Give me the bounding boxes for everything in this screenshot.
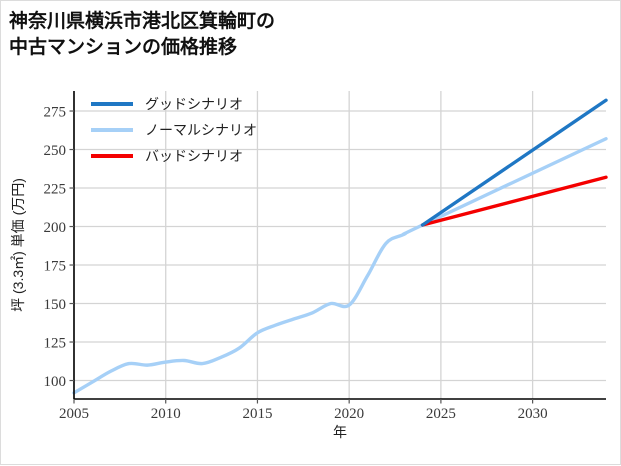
y-tick-label: 100 [44, 374, 67, 390]
x-tick-label: 2030 [518, 406, 548, 422]
y-tick-label: 275 [44, 105, 67, 121]
series-line-normal [72, 137, 608, 395]
grid-lines [73, 91, 606, 399]
x-axis-tick-labels: 2005 2010 2015 2020 2025 2030 [59, 406, 548, 422]
page-title: 神奈川県横浜市港北区箕輪町の 中古マンションの価格推移 [9, 11, 276, 58]
legend-label-2: バッドシナリオ [145, 148, 243, 164]
x-tick-label: 2010 [151, 406, 181, 422]
x-tick-label: 2025 [426, 406, 456, 422]
y-tick-label: 175 [44, 259, 67, 275]
legend-label-0: グッドシナリオ [145, 96, 243, 112]
y-axis-tick-labels: 100 125 150 175 200 225 250 275 [44, 105, 67, 390]
legend-label-1: ノーマルシナリオ [145, 122, 257, 138]
y-tick-label: 225 [44, 182, 67, 198]
x-tick-label: 2005 [59, 406, 89, 422]
x-axis-title: 年 [333, 424, 347, 440]
x-tick-label: 2020 [334, 406, 364, 422]
y-axis-title: 坪 (3.3㎡) 単価 (万円) [10, 178, 26, 312]
series-lines [72, 98, 608, 395]
y-tick-label: 200 [44, 220, 67, 236]
y-tick-label: 250 [44, 143, 67, 159]
series-line-good [420, 98, 608, 227]
axis-tick-marks [69, 110, 534, 404]
axis-frame [73, 91, 606, 400]
y-tick-label: 150 [44, 297, 67, 313]
series-line-bad [420, 175, 608, 227]
y-tick-label: 125 [44, 336, 67, 352]
x-tick-label: 2015 [242, 406, 272, 422]
